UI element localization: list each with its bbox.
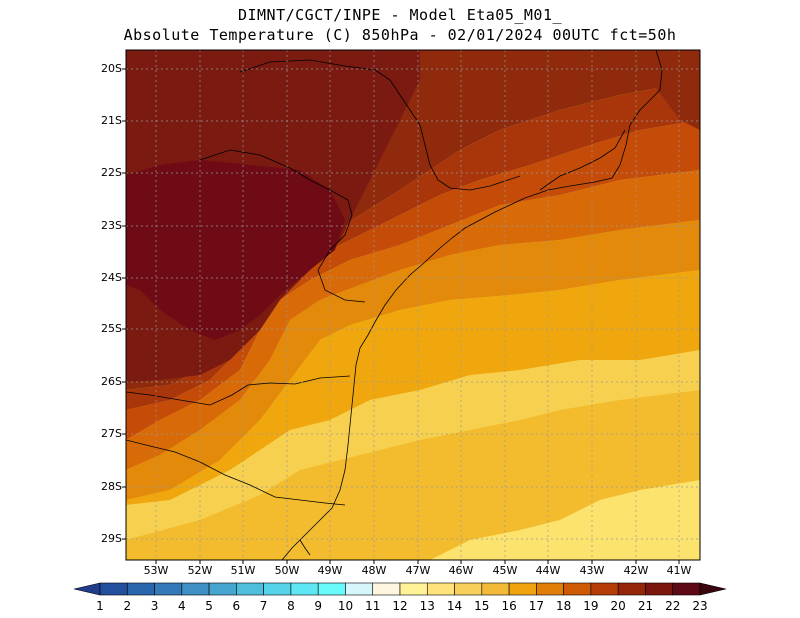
axis-ticks <box>122 68 680 564</box>
colorbar-box <box>617 582 646 596</box>
colorbar-box <box>563 582 592 596</box>
colorbar-label: 7 <box>259 599 268 613</box>
zone-13c <box>430 480 700 560</box>
lat-label: 29S <box>101 532 122 545</box>
lon-label: 51W <box>230 564 256 577</box>
graticule <box>126 50 700 560</box>
lon-label: 45W <box>492 564 518 577</box>
zone-20c <box>126 80 700 410</box>
colorbar-box <box>672 582 701 596</box>
zone-15c <box>126 390 700 560</box>
colorbar-label: 9 <box>314 599 322 613</box>
colorbar-box <box>154 582 183 596</box>
lat-label: 24S <box>101 271 122 284</box>
map-title-line-1: DIMNT/CGCT/INPE - Model Eta05_M01_ <box>237 6 563 24</box>
colorbar-box <box>590 582 619 596</box>
state-border-mg-rj <box>539 129 626 191</box>
colorbar-box <box>317 582 346 596</box>
colorbar-min-arrow <box>73 582 101 596</box>
plot-frame <box>125 49 701 561</box>
colorbar-label: 17 <box>528 599 544 613</box>
colorbar-max-arrow <box>699 582 727 596</box>
colorbar-box <box>126 582 155 596</box>
coastline-and-borders <box>125 49 663 561</box>
lon-label: 53W <box>143 564 169 577</box>
colorbar-label: 13 <box>419 599 435 613</box>
colorbar-label: 16 <box>501 599 517 613</box>
colorbar-box <box>399 582 428 596</box>
zone-17c <box>126 220 700 500</box>
lat-label: 21S <box>101 114 122 127</box>
zone-19c <box>126 120 700 440</box>
colorbar-box <box>481 582 510 596</box>
lon-label: 46W <box>448 564 474 577</box>
colorbar-box <box>208 582 237 596</box>
colorbar-box <box>454 582 483 596</box>
lat-label: 25S <box>101 322 122 335</box>
colorbar-box <box>426 582 455 596</box>
lon-label: 41W <box>666 564 692 577</box>
colorbar-label: 12 <box>392 599 408 613</box>
zone-18c <box>126 170 700 470</box>
lat-label: 20S <box>101 62 122 75</box>
colorbar-box <box>345 582 374 596</box>
colorbar-label: 6 <box>232 599 241 613</box>
lat-label: 23S <box>101 219 122 232</box>
colorbar-label: 8 <box>287 599 295 613</box>
colorbar-box <box>236 582 264 596</box>
colorbar-box <box>290 582 319 596</box>
colorbar <box>73 582 727 596</box>
state-border-sc-rs <box>125 439 346 506</box>
coastline <box>281 49 663 561</box>
colorbar-label: 21 <box>637 599 654 613</box>
map-title-line-2: Absolute Temperature (C) 850hPa - 02/01/… <box>123 26 677 44</box>
colorbar-label: 5 <box>205 599 213 613</box>
colorbar-box <box>99 582 128 596</box>
colorbar-label: 20 <box>610 599 626 613</box>
colorbar-box <box>263 582 292 596</box>
temperature-field <box>126 50 700 560</box>
colorbar-label: 14 <box>446 599 463 613</box>
colorbar-box <box>508 582 537 596</box>
state-border-sp-pr <box>199 149 366 303</box>
colorbar-label: 15 <box>474 599 490 613</box>
zone-warm-northeast <box>640 50 700 130</box>
colorbar-label: 10 <box>337 599 354 613</box>
colorbar-label: 3 <box>150 599 159 613</box>
colorbar-label: 23 <box>692 599 708 613</box>
lon-label: 47W <box>405 564 431 577</box>
colorbar-box <box>645 582 674 596</box>
lon-label: 48W <box>361 564 387 577</box>
lake-coast <box>299 539 311 556</box>
lat-label: 22S <box>101 166 122 179</box>
colorbar-label: 19 <box>583 599 599 613</box>
lon-label: 42W <box>623 564 649 577</box>
lon-label: 49W <box>317 564 343 577</box>
colorbar-label: 1 <box>96 599 104 613</box>
colorbar-box <box>181 582 210 596</box>
lat-label: 28S <box>101 480 122 493</box>
colorbar-label: 18 <box>555 599 572 613</box>
colorbar-label: 4 <box>177 599 186 613</box>
colorbar-box <box>536 582 564 596</box>
zone-23c <box>126 160 345 340</box>
colorbar-label: 22 <box>665 599 681 613</box>
lon-label: 52W <box>187 564 213 577</box>
lat-label: 27S <box>101 427 122 440</box>
colorbar-label: 2 <box>123 599 132 613</box>
state-border-mg-sp <box>239 59 521 191</box>
lon-label: 44W <box>535 564 561 577</box>
lat-label: 26S <box>101 375 122 388</box>
state-border-pr-sc <box>125 375 351 406</box>
colorbar-box <box>372 582 401 596</box>
lon-label: 50W <box>274 564 300 577</box>
lon-label: 43W <box>579 564 605 577</box>
colorbar-label: 11 <box>365 599 381 613</box>
